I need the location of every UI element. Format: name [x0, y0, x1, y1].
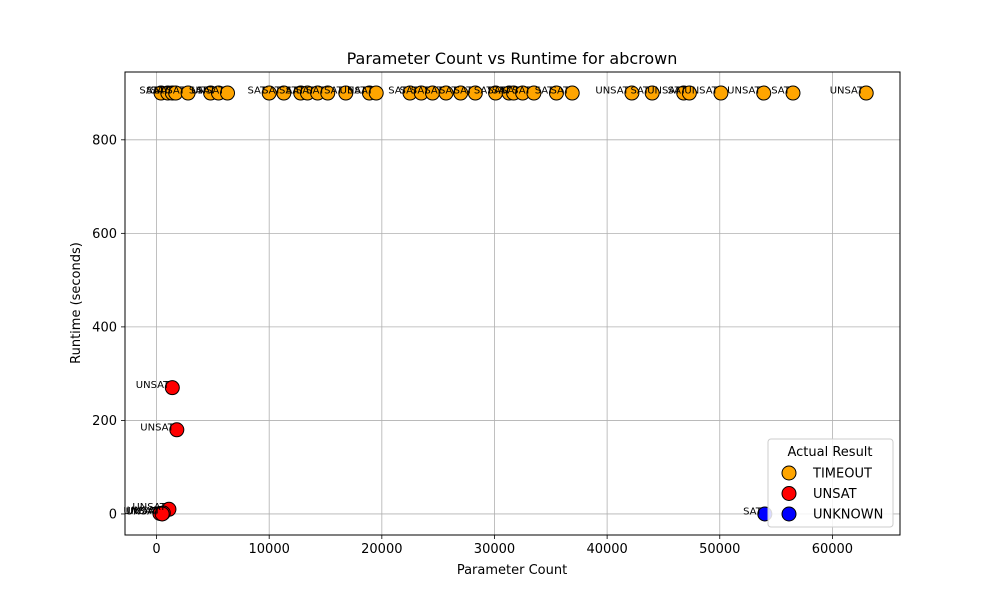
data-point-timeout	[644, 85, 660, 101]
point-label: SAT	[262, 86, 282, 97]
x-tick-label: 10000	[249, 542, 290, 557]
point-label: SAT	[279, 86, 299, 97]
point-label: SAT	[146, 86, 166, 97]
point-label: UNSAT	[830, 86, 864, 97]
point-label: SAT	[550, 86, 570, 97]
point-label: UNSAT	[132, 502, 166, 513]
point-label: UNSAT	[684, 86, 718, 97]
data-point-timeout	[526, 85, 542, 101]
point-label: SAT	[151, 86, 171, 97]
legend-box	[767, 438, 894, 528]
point-label: UNSAT	[727, 86, 761, 97]
point-label: SAT	[348, 86, 368, 97]
data-point-timeout	[261, 85, 277, 101]
point-label: SAT	[247, 86, 267, 97]
data-point-unsat	[154, 506, 170, 522]
data-point-timeout	[713, 85, 729, 101]
point-label: SAT	[154, 86, 174, 97]
point-label: SAT	[139, 86, 159, 97]
data-point-timeout	[438, 85, 454, 101]
x-tick-label: 60000	[812, 542, 853, 557]
y-tick-label: 600	[92, 227, 117, 242]
point-label: UNSAT	[136, 380, 170, 391]
legend-marker-unknown	[781, 506, 797, 522]
point-label: SAT	[166, 86, 186, 97]
point-label: SAT	[400, 86, 420, 97]
data-point-timeout	[681, 85, 697, 101]
data-point-timeout	[548, 85, 564, 101]
x-tick-label: 50000	[699, 542, 740, 557]
point-label: SAT	[454, 86, 474, 97]
data-point-timeout	[785, 85, 801, 101]
point-label: UNSAT	[191, 86, 225, 97]
legend-label-unknown: UNKNOWN	[813, 508, 883, 523]
point-label: UNSAT	[647, 86, 681, 97]
legend-title: Actual Result	[787, 445, 872, 460]
data-point-timeout	[858, 85, 874, 101]
point-label: SAT	[501, 86, 521, 97]
point-label: SAT	[388, 86, 408, 97]
grid-lines	[125, 72, 900, 535]
point-label: SAT	[286, 86, 306, 97]
point-label: SAT	[424, 86, 444, 97]
x-tick-label: 0	[152, 542, 160, 557]
data-point-timeout	[180, 85, 196, 101]
point-label: SAT	[411, 86, 431, 97]
chart-title: Parameter Count vs Runtime for abcrown	[347, 49, 678, 68]
point-label: SAT	[630, 86, 650, 97]
point-label: UNSAT	[126, 506, 160, 517]
legend: Actual Result TIMEOUT UNSAT UNKNOWN	[767, 438, 894, 528]
data-point-timeout	[453, 85, 469, 101]
point-label: SAT	[474, 86, 494, 97]
point-label: SAT	[306, 86, 326, 97]
point-label: UNSAT	[340, 86, 374, 97]
y-tick-label: 400	[92, 320, 117, 335]
data-point-timeout	[756, 85, 772, 101]
y-tick-label: 200	[92, 414, 117, 429]
data-point-timeout	[320, 85, 336, 101]
y-tick-label: 800	[92, 133, 117, 148]
data-point-timeout	[368, 85, 384, 101]
data-point-timeout	[624, 85, 640, 101]
data-point-timeout	[338, 85, 354, 101]
point-label: SAT	[197, 86, 217, 97]
point-label: SAT	[771, 86, 791, 97]
point-label: SAT	[296, 86, 316, 97]
x-axis-title: Parameter Count	[457, 563, 567, 578]
legend-marker-unsat	[781, 486, 797, 501]
point-label: UNSAT	[127, 506, 161, 517]
point-label: SAT	[189, 86, 209, 97]
point-label: SAT	[487, 86, 507, 97]
legend-entries: TIMEOUT UNSAT UNKNOWN	[781, 465, 883, 523]
point-label: SAT	[743, 506, 763, 517]
data-point-timeout	[564, 85, 580, 101]
legend-label-timeout: TIMEOUT	[812, 467, 872, 482]
data-point-unsat	[169, 422, 185, 438]
legend-label-unsat: UNSAT	[813, 487, 857, 502]
point-label: UNSAT	[140, 422, 174, 433]
data-point-timeout	[276, 85, 292, 101]
legend-marker-timeout	[781, 465, 797, 481]
data-point-timeout	[220, 85, 236, 101]
x-tick-label: 20000	[361, 542, 402, 557]
point-label: SAT	[324, 86, 344, 97]
data-point-unsat	[164, 380, 180, 396]
point-label: SAT	[512, 86, 532, 97]
point-label: SAT	[668, 86, 688, 97]
point-label: SAT	[492, 86, 512, 97]
y-axis-title: Runtime (seconds)	[69, 242, 84, 364]
x-tick-label: 40000	[586, 542, 627, 557]
y-tick-label: 0	[109, 507, 117, 522]
x-tick-label: 30000	[474, 542, 515, 557]
axis-ticks: 0 10000 20000 30000 40000 50000 60000 0 200 400 60…	[92, 133, 853, 557]
point-label: UNSAT	[595, 86, 629, 97]
plot-area-frame	[124, 71, 901, 536]
point-label: SAT	[535, 86, 555, 97]
point-label: SAT	[439, 86, 459, 97]
data-point-timeout	[467, 85, 483, 101]
point-label: UNSAT	[123, 506, 157, 517]
